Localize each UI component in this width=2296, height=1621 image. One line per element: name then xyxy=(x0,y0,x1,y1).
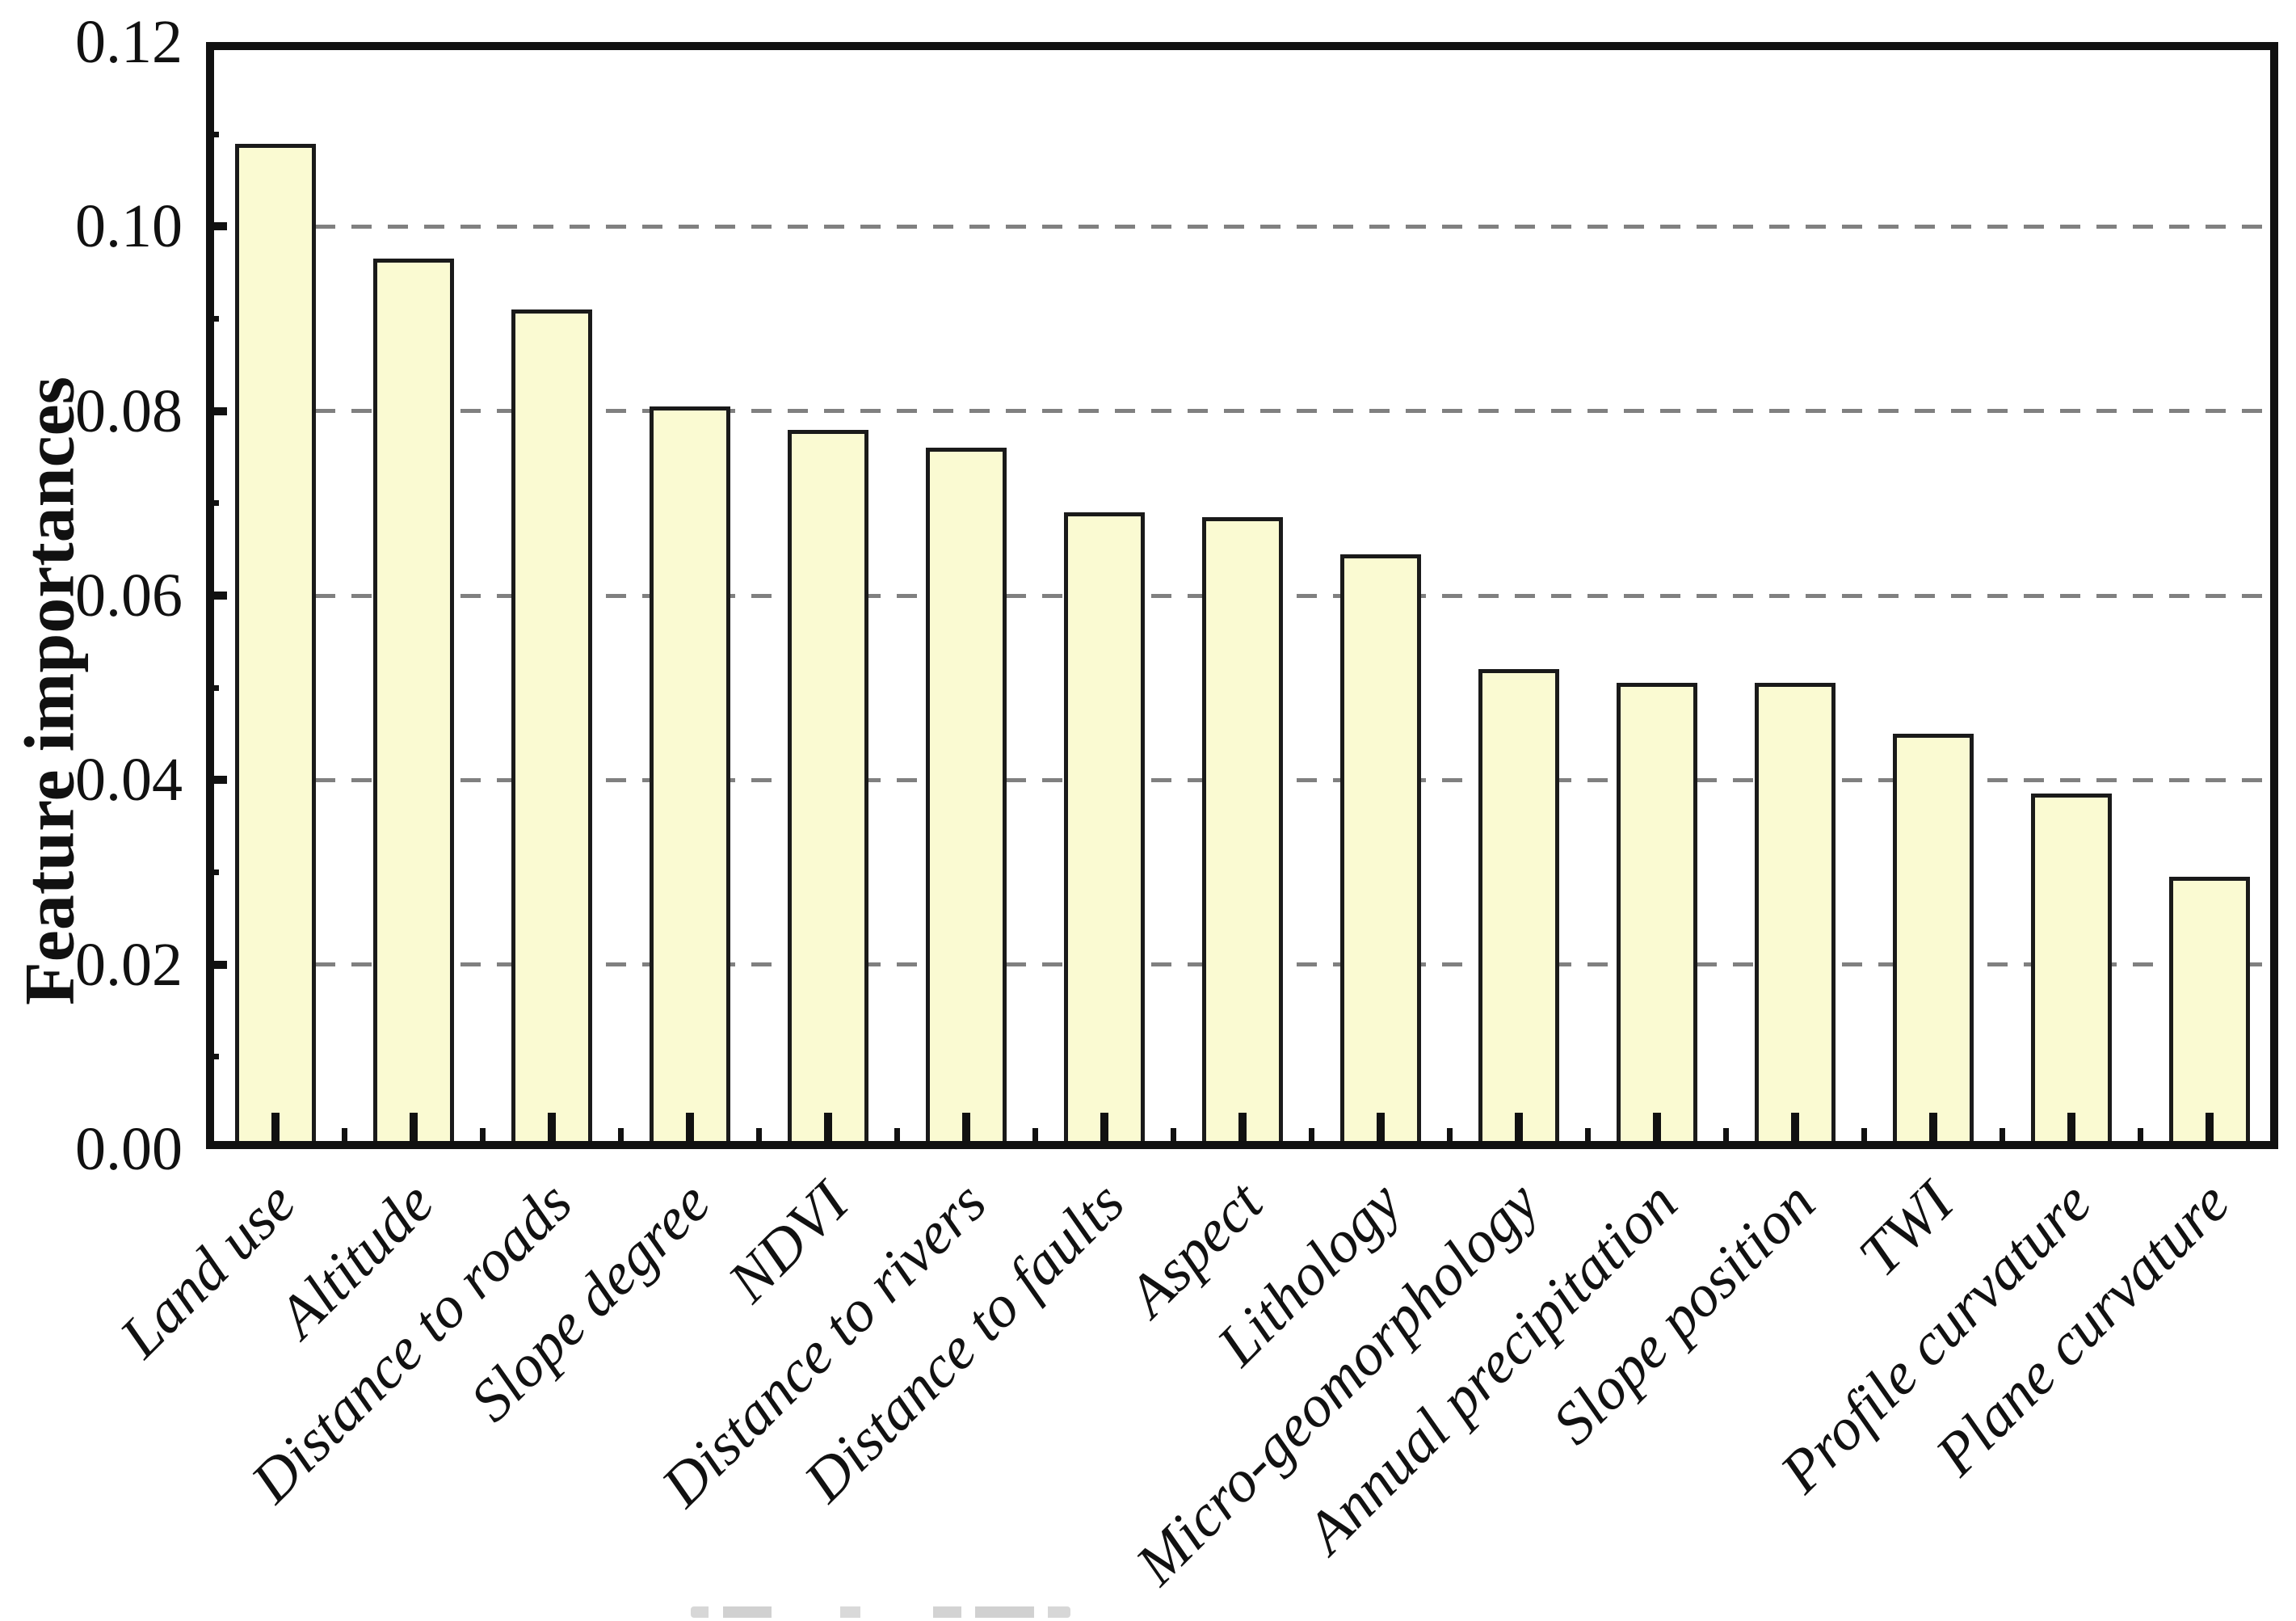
cropped-caption-text-remnant xyxy=(691,1606,1070,1618)
x-major-tick-0 xyxy=(271,1113,280,1149)
x-major-tick-10 xyxy=(1652,1113,1661,1149)
bar-3 xyxy=(649,406,730,1149)
x-major-tick-13 xyxy=(2067,1113,2075,1149)
x-major-tick-4 xyxy=(823,1113,832,1149)
y-minor-tick-0.07 xyxy=(206,500,219,507)
y-axis-title: Feature importances xyxy=(11,377,90,1005)
x-tick-label-twi: TWI xyxy=(1846,1169,1966,1290)
x-minor-tick-8 xyxy=(1308,1128,1314,1149)
gridline-0.08 xyxy=(206,409,2278,414)
bar-8 xyxy=(1339,554,1421,1149)
gridline-0.1 xyxy=(206,224,2278,229)
x-major-tick-9 xyxy=(1514,1113,1523,1149)
bar-9 xyxy=(1478,669,1559,1149)
x-major-tick-11 xyxy=(1790,1113,1799,1149)
x-minor-tick-7 xyxy=(1170,1128,1176,1149)
x-major-tick-6 xyxy=(1100,1113,1108,1149)
y-major-tick-0.04 xyxy=(206,776,227,785)
bar-4 xyxy=(787,429,868,1149)
y-minor-tick-0.01 xyxy=(206,1054,219,1060)
y-tick-label-0.04: 0.04 xyxy=(75,746,183,815)
x-minor-tick-9 xyxy=(1446,1128,1453,1149)
y-tick-label-0.00: 0.00 xyxy=(75,1115,183,1183)
bar-6 xyxy=(1063,512,1145,1149)
x-minor-tick-12 xyxy=(1861,1128,1867,1149)
x-major-tick-2 xyxy=(547,1113,556,1149)
plot-area xyxy=(206,42,2278,1149)
y-minor-tick-0.05 xyxy=(206,684,219,691)
x-major-tick-12 xyxy=(1928,1113,1937,1149)
bar-0 xyxy=(234,143,316,1149)
bar-10 xyxy=(1616,683,1697,1149)
x-minor-tick-14 xyxy=(2137,1128,2143,1149)
x-tick-label-land-use: Land use xyxy=(107,1169,309,1370)
bar-13 xyxy=(2030,794,2112,1149)
x-minor-tick-1 xyxy=(341,1128,347,1149)
x-minor-tick-5 xyxy=(894,1128,900,1149)
bar-1 xyxy=(372,259,454,1149)
x-minor-tick-11 xyxy=(1722,1128,1729,1149)
x-major-tick-7 xyxy=(1238,1113,1247,1149)
x-minor-tick-10 xyxy=(1584,1128,1591,1149)
bar-12 xyxy=(1892,734,1974,1149)
x-minor-tick-6 xyxy=(1032,1128,1038,1149)
y-minor-tick-0.09 xyxy=(206,316,219,322)
x-major-tick-5 xyxy=(961,1113,970,1149)
x-minor-tick-3 xyxy=(617,1128,624,1149)
y-major-tick-0.06 xyxy=(206,592,227,600)
x-major-tick-8 xyxy=(1376,1113,1385,1149)
y-tick-label-0.02: 0.02 xyxy=(75,930,183,999)
x-major-tick-14 xyxy=(2205,1113,2214,1149)
bar-7 xyxy=(1201,516,1283,1149)
y-minor-tick-0.11 xyxy=(206,131,219,137)
y-major-tick-0.1 xyxy=(206,222,227,231)
y-major-tick-0.02 xyxy=(206,960,227,969)
y-tick-label-0.06: 0.06 xyxy=(75,562,183,629)
bar-14 xyxy=(2168,877,2250,1149)
x-minor-tick-4 xyxy=(755,1128,762,1149)
x-minor-tick-13 xyxy=(1999,1128,2005,1149)
y-major-tick-0.08 xyxy=(206,406,227,415)
x-major-tick-1 xyxy=(409,1113,418,1149)
bar-11 xyxy=(1754,683,1836,1149)
x-minor-tick-2 xyxy=(479,1128,486,1149)
y-minor-tick-0.03 xyxy=(206,869,219,875)
y-tick-label-0.08: 0.08 xyxy=(75,377,183,445)
y-tick-label-0.10: 0.10 xyxy=(75,192,183,261)
x-major-tick-3 xyxy=(685,1113,694,1149)
bar-5 xyxy=(925,448,1007,1149)
bar-2 xyxy=(511,309,592,1149)
y-tick-label-0.12: 0.12 xyxy=(75,8,183,76)
